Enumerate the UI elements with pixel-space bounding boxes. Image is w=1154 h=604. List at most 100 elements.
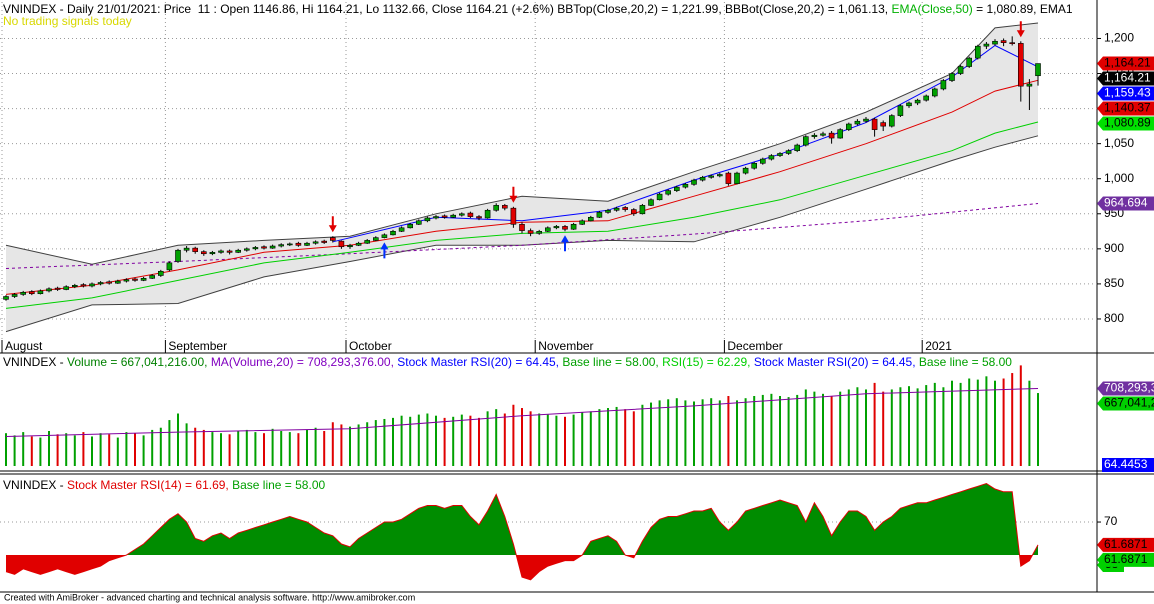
- volume-bar: [357, 424, 360, 466]
- panel-header: VNINDEX - Stock Master RSI(14) = 61.69, …: [3, 478, 325, 492]
- volume-bar: [882, 391, 885, 466]
- volume-bar: [366, 422, 369, 466]
- candle-body: [501, 205, 508, 209]
- volume-bar: [340, 424, 343, 466]
- subtitle: No trading signals today: [3, 14, 132, 28]
- header-segment: RSI(15) = 62.29,: [662, 355, 754, 369]
- candle-body: [407, 223, 414, 229]
- volume-bar: [572, 414, 575, 466]
- buy-arrow: [561, 235, 569, 252]
- candle-body: [372, 237, 379, 241]
- candle-body: [665, 190, 672, 195]
- candle-body: [347, 245, 353, 248]
- candle-body: [304, 242, 310, 246]
- candle-body: [381, 234, 388, 238]
- candle-body: [510, 207, 517, 225]
- header-segment: VNINDEX - Daily 21/01/2021: Price 11 : O…: [3, 2, 891, 16]
- volume-bar: [546, 414, 549, 466]
- volume-bar: [151, 429, 154, 466]
- indicator-line: [5, 203, 1039, 269]
- volume-bar: [641, 404, 644, 466]
- volume-bar: [779, 396, 781, 466]
- volume-bar: [727, 396, 730, 466]
- price-label: 1,080.89: [1104, 116, 1151, 130]
- candle-body: [476, 216, 482, 219]
- volume-bar: [374, 420, 377, 466]
- candle-body: [751, 162, 758, 169]
- volume-bar: [194, 427, 197, 466]
- volume-bar: [538, 413, 541, 466]
- price-label: 61.6871: [1104, 537, 1148, 551]
- y-tick-label: 70: [1104, 514, 1118, 528]
- volume-bar: [263, 433, 265, 466]
- price-label: 61.6871: [1104, 552, 1148, 566]
- volume-bar: [830, 396, 833, 466]
- candle-body: [648, 199, 654, 206]
- header-segment: MA(Volume,20) = 708,293,376.00,: [211, 355, 397, 369]
- candle-body: [553, 226, 560, 229]
- candle-body: [252, 247, 259, 250]
- candle-body: [132, 278, 138, 281]
- x-tick-label: November: [538, 339, 593, 353]
- price-label-box: [1097, 71, 1154, 86]
- candle-body: [622, 207, 629, 210]
- candle-body: [158, 270, 164, 276]
- candle-body: [390, 231, 396, 236]
- candle-body: [89, 283, 95, 287]
- candle-body: [286, 243, 293, 246]
- volume-bar: [73, 435, 76, 466]
- volume-bar: [56, 434, 59, 466]
- volume-bar: [237, 431, 240, 466]
- y-tick-label: 850: [1104, 276, 1124, 290]
- candle-body: [218, 250, 224, 253]
- candle-body: [914, 99, 921, 104]
- candle-body: [244, 248, 250, 251]
- volume-bar: [91, 436, 93, 466]
- candle-body: [570, 223, 577, 230]
- candle-body: [845, 123, 852, 130]
- candle-body: [295, 242, 302, 246]
- candle-body: [312, 241, 319, 244]
- candle-body: [880, 122, 887, 127]
- volume-bar: [65, 433, 68, 466]
- candle-body: [115, 280, 121, 284]
- x-tick-label: 2021: [925, 339, 952, 353]
- volume-bar: [847, 389, 850, 466]
- volume-bar: [916, 388, 919, 466]
- candle-body: [777, 153, 783, 156]
- rsi-label-box: [1102, 458, 1154, 472]
- candle-body: [209, 252, 216, 255]
- candle-body: [957, 66, 964, 74]
- volume-bar: [392, 417, 394, 466]
- volume-bar: [684, 400, 687, 466]
- volume-bar: [658, 400, 661, 466]
- volume-bar: [908, 386, 910, 466]
- candle-body: [519, 223, 525, 231]
- volume-bar: [409, 416, 412, 466]
- header-segment: Stock Master RSI(20) = 64.45,: [397, 355, 562, 369]
- candle-body: [871, 118, 878, 130]
- candle-body: [716, 174, 723, 177]
- x-tick-label: September: [168, 339, 227, 353]
- candle-body: [579, 220, 586, 225]
- candle-body: [140, 277, 147, 281]
- header-segment: Volume = 667,041,216.00,: [67, 355, 211, 369]
- candle-body: [467, 212, 474, 217]
- volume-bar: [271, 428, 274, 466]
- volume-bar: [177, 413, 179, 466]
- candle-body: [888, 115, 895, 127]
- bollinger-band-fill: [6, 23, 1038, 332]
- volume-bar: [297, 433, 300, 466]
- candle-body: [433, 216, 439, 219]
- volume-bar: [804, 389, 807, 466]
- panel-header: VNINDEX - Daily 21/01/2021: Price 11 : O…: [3, 2, 1073, 16]
- volume-bar: [245, 429, 248, 466]
- sell-arrow: [1016, 21, 1025, 38]
- candle-body: [1009, 42, 1016, 44]
- volume-bar: [632, 411, 635, 466]
- candle-body: [725, 172, 732, 184]
- x-tick-label: October: [349, 339, 392, 353]
- candle-body: [166, 262, 173, 271]
- volume-bar: [202, 429, 205, 466]
- volume-bar: [108, 434, 111, 466]
